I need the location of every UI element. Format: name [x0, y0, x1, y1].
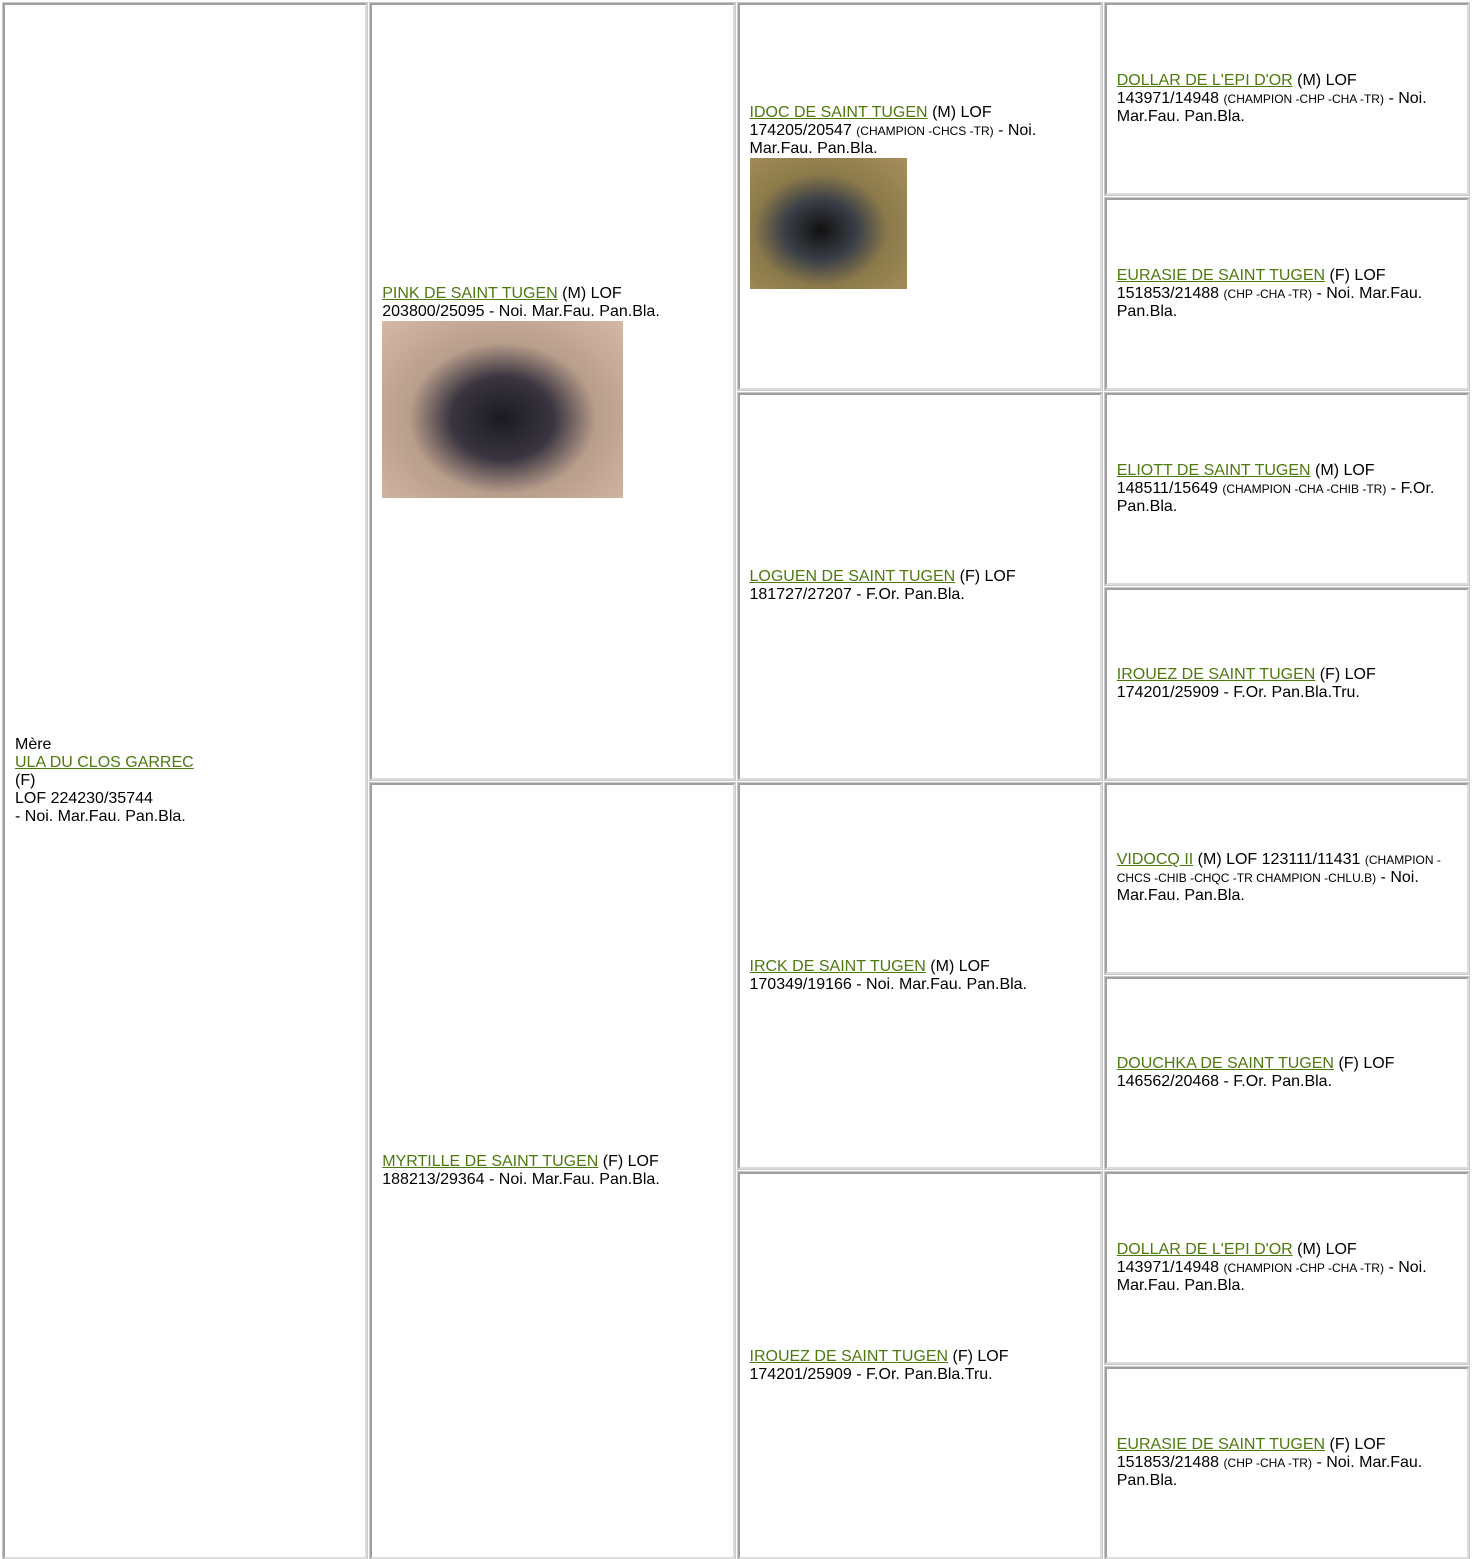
dog-link[interactable]: EURASIE DE SAINT TUGEN — [1117, 267, 1325, 284]
pedigree-cell: DOUCHKA DE SAINT TUGEN (F) LOF 146562/20… — [1105, 977, 1469, 1169]
dog-link[interactable]: IDOC DE SAINT TUGEN — [750, 104, 928, 121]
coat: - Noi. Mar.Fau. Pan.Bla. — [489, 1171, 660, 1188]
coat: - Noi. Mar.Fau. Pan.Bla. — [15, 808, 355, 826]
cell-content: IROUEZ DE SAINT TUGEN (F) LOF 174201/259… — [1117, 666, 1457, 702]
pedigree-cell: EURASIE DE SAINT TUGEN (F) LOF 151853/21… — [1105, 198, 1469, 390]
coat: - F.Or. Pan.Bla.Tru. — [856, 1366, 992, 1383]
sex: (F) — [15, 772, 355, 790]
pedigree-cell: ELIOTT DE SAINT TUGEN (M) LOF 148511/156… — [1105, 393, 1469, 585]
cell-content: DOLLAR DE L'EPI D'OR (M) LOF 143971/1494… — [1117, 72, 1457, 126]
pedigree-cell: IROUEZ DE SAINT TUGEN (F) LOF 174201/259… — [738, 1172, 1102, 1559]
titles: (CHAMPION -CHCS -TR) — [856, 124, 993, 138]
pedigree-cell: IRCK DE SAINT TUGEN (M) LOF 170349/19166… — [738, 783, 1102, 1170]
cell-content: PINK DE SAINT TUGEN (M) LOF 203800/25095… — [382, 285, 722, 498]
titles: (CHP -CHA -TR) — [1224, 1456, 1312, 1470]
dog-link[interactable]: EURASIE DE SAINT TUGEN — [1117, 1436, 1325, 1453]
titles: (CHAMPION -CHP -CHA -TR) — [1224, 92, 1384, 106]
pedigree-cell: IDOC DE SAINT TUGEN (M) LOF 174205/20547… — [738, 3, 1102, 390]
lof: (M) LOF 123111/11431 — [1198, 851, 1361, 868]
pedigree-cell: VIDOCQ II (M) LOF 123111/11431 (CHAMPION… — [1105, 783, 1469, 975]
mother-cell: Mère ULA DU CLOS GARREC (F) LOF 224230/3… — [3, 3, 367, 1559]
pedigree-cell: DOLLAR DE L'EPI D'OR (M) LOF 143971/1494… — [1105, 1172, 1469, 1364]
pedigree-cell: IROUEZ DE SAINT TUGEN (F) LOF 174201/259… — [1105, 588, 1469, 780]
dog-photo — [750, 158, 907, 289]
titles: (CHAMPION -CHP -CHA -TR) — [1224, 1261, 1384, 1275]
dog-link[interactable]: VIDOCQ II — [1117, 851, 1193, 868]
pedigree-cell: EURASIE DE SAINT TUGEN (F) LOF 151853/21… — [1105, 1367, 1469, 1559]
coat: - F.Or. Pan.Bla.Tru. — [1224, 684, 1360, 701]
titles: (CHP -CHA -TR) — [1224, 287, 1312, 301]
cell-content: EURASIE DE SAINT TUGEN (F) LOF 151853/21… — [1117, 1436, 1457, 1490]
cell-content: IRCK DE SAINT TUGEN (M) LOF 170349/19166… — [750, 958, 1090, 994]
cell-content: VIDOCQ II (M) LOF 123111/11431 (CHAMPION… — [1117, 851, 1457, 905]
dog-link[interactable]: IROUEZ DE SAINT TUGEN — [1117, 666, 1316, 683]
label: Mère — [15, 736, 355, 754]
dog-link[interactable]: IROUEZ DE SAINT TUGEN — [750, 1348, 949, 1365]
dog-photo — [382, 321, 623, 498]
dog-link[interactable]: PINK DE SAINT TUGEN — [382, 285, 557, 302]
pedigree-cell: LOGUEN DE SAINT TUGEN (F) LOF 181727/272… — [738, 393, 1102, 780]
coat: - Noi. Mar.Fau. Pan.Bla. — [856, 976, 1027, 993]
cell-content: LOGUEN DE SAINT TUGEN (F) LOF 181727/272… — [750, 568, 1090, 604]
dog-link[interactable]: ELIOTT DE SAINT TUGEN — [1117, 462, 1311, 479]
dog-link[interactable]: ULA DU CLOS GARREC — [15, 754, 355, 772]
dog-link[interactable]: LOGUEN DE SAINT TUGEN — [750, 568, 956, 585]
dog-link[interactable]: DOUCHKA DE SAINT TUGEN — [1117, 1055, 1334, 1072]
coat: - Noi. Mar.Fau. Pan.Bla. — [489, 303, 660, 320]
cell-content: DOLLAR DE L'EPI D'OR (M) LOF 143971/1494… — [1117, 1241, 1457, 1295]
dog-link[interactable]: MYRTILLE DE SAINT TUGEN — [382, 1153, 598, 1170]
pedigree-cell: MYRTILLE DE SAINT TUGEN (F) LOF 188213/2… — [370, 783, 734, 1559]
cell-content: EURASIE DE SAINT TUGEN (F) LOF 151853/21… — [1117, 267, 1457, 321]
cell-content: IROUEZ DE SAINT TUGEN (F) LOF 174201/259… — [750, 1348, 1090, 1384]
cell-content: MYRTILLE DE SAINT TUGEN (F) LOF 188213/2… — [382, 1153, 722, 1189]
cell-content: ELIOTT DE SAINT TUGEN (M) LOF 148511/156… — [1117, 462, 1457, 516]
titles: (CHAMPION -CHA -CHIB -TR) — [1222, 482, 1386, 496]
dog-link[interactable]: DOLLAR DE L'EPI D'OR — [1117, 1241, 1293, 1258]
pedigree-table: Mère ULA DU CLOS GARREC (F) LOF 224230/3… — [3, 3, 1469, 1559]
lof: LOF 224230/35744 — [15, 790, 355, 808]
pedigree-cell: DOLLAR DE L'EPI D'OR (M) LOF 143971/1494… — [1105, 3, 1469, 195]
coat: - F.Or. Pan.Bla. — [856, 586, 964, 603]
dog-link[interactable]: DOLLAR DE L'EPI D'OR — [1117, 72, 1293, 89]
pedigree-cell: PINK DE SAINT TUGEN (M) LOF 203800/25095… — [370, 3, 734, 780]
dog-link[interactable]: IRCK DE SAINT TUGEN — [750, 958, 926, 975]
cell-content: IDOC DE SAINT TUGEN (M) LOF 174205/20547… — [750, 104, 1090, 289]
cell-content: DOUCHKA DE SAINT TUGEN (F) LOF 146562/20… — [1117, 1055, 1457, 1091]
coat: - F.Or. Pan.Bla. — [1224, 1073, 1332, 1090]
